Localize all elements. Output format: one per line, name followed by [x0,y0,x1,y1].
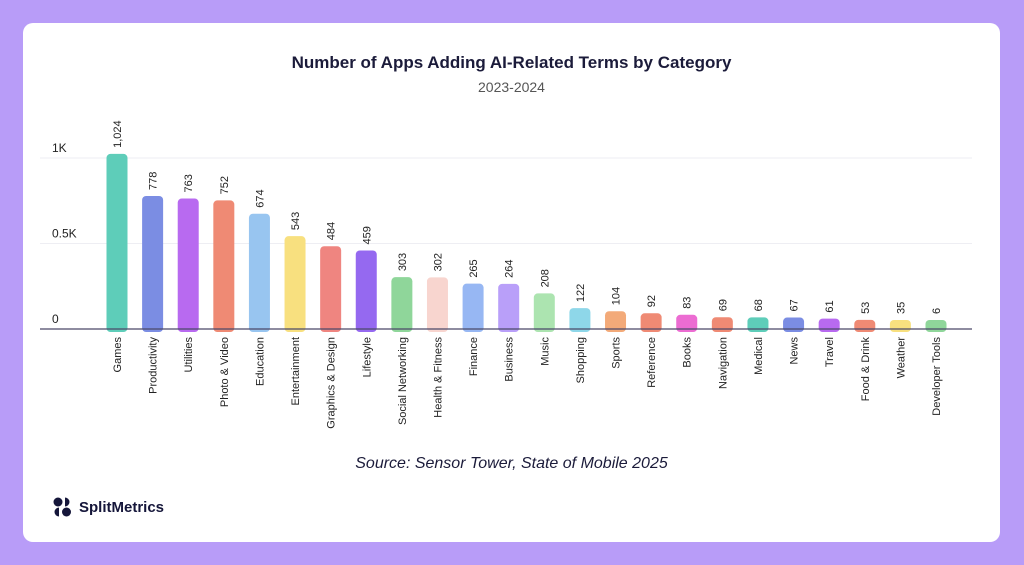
data-label: 69 [717,299,729,311]
category-label: Lifestyle [361,337,373,377]
bar [391,277,413,332]
data-label: 6 [931,308,943,314]
category-label: Travel [824,337,836,367]
bar [426,277,448,332]
category-label: Weather [895,337,907,379]
bar [248,213,270,332]
data-label: 68 [753,299,765,311]
bar [142,195,164,332]
chart-title: Number of Apps Adding AI-Related Terms b… [291,53,732,72]
y-tick-label: 1K [52,141,67,155]
data-label: 208 [539,269,551,287]
data-label: 459 [361,226,373,244]
data-label: 778 [148,172,160,190]
y-tick-label: 0.5K [52,227,77,241]
category-label: Books [682,337,694,368]
chart-subtitle: 2023-2024 [478,79,545,95]
data-label: 484 [326,222,338,240]
bar [925,320,947,332]
category-label: Developer Tools [931,337,943,416]
bar [854,319,876,332]
category-label: Food & Drink [860,337,872,402]
category-label: Reference [646,337,658,388]
bar [640,313,662,332]
brand-logo: SplitMetrics [53,496,164,518]
category-label: Productivity [148,337,160,394]
bar [213,200,235,332]
bar [605,311,627,332]
data-label: 763 [183,174,195,192]
data-label: 302 [432,253,444,271]
category-label: Shopping [575,337,587,384]
category-label: Social Networking [397,337,409,425]
category-label: Business [504,337,516,382]
category-label: Finance [468,337,480,376]
category-label: Graphics & Design [326,337,338,429]
bar [889,320,911,332]
data-label: 92 [646,295,658,307]
bar [355,250,377,332]
bar [783,317,805,332]
data-label: 264 [504,259,516,277]
category-label: Navigation [717,337,729,389]
data-label: 83 [682,297,694,309]
data-label: 35 [895,302,907,314]
bar [533,293,555,332]
category-label: Photo & Video [219,337,231,407]
bar [177,198,199,332]
category-label: Utilities [183,337,195,373]
bar [498,283,520,332]
data-label: 303 [397,253,409,271]
data-label: 122 [575,284,587,302]
category-label: Education [254,337,266,386]
data-label: 752 [219,176,231,194]
source-note: Source: Sensor Tower, State of Mobile 20… [355,455,668,472]
bar [320,246,342,332]
data-label: 61 [824,300,836,312]
bar [747,317,769,332]
bar [462,283,484,332]
bar [106,153,128,332]
brand-name: SplitMetrics [79,498,165,516]
bar [569,308,591,332]
data-label: 265 [468,259,480,277]
data-label: 674 [254,189,266,207]
bar [711,317,733,332]
bar [818,318,840,332]
category-label: Medical [753,337,765,375]
data-label: 543 [290,212,302,230]
data-label: 1,024 [112,120,124,148]
data-label: 53 [860,302,872,314]
category-label: Health & Fitness [432,337,444,418]
data-label: 104 [611,287,623,305]
category-label: Music [539,337,551,366]
splitmetrics-logo-icon [53,497,71,517]
category-label: Sports [611,337,623,369]
category-label: Games [112,337,124,373]
data-label: 67 [789,299,801,311]
category-label: News [789,337,801,365]
category-label: Entertainment [290,337,302,405]
bar [676,314,698,332]
bar [284,236,306,332]
y-tick-label: 0 [52,312,59,326]
